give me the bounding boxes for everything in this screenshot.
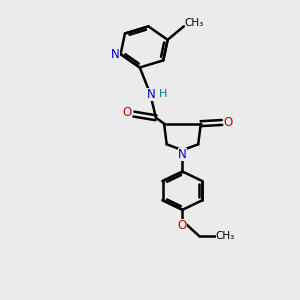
Text: CH₃: CH₃: [215, 231, 235, 241]
Text: CH₃: CH₃: [184, 18, 204, 28]
Text: O: O: [178, 219, 187, 232]
Text: N: N: [147, 88, 156, 101]
Text: H: H: [159, 89, 167, 100]
Text: O: O: [224, 116, 233, 129]
Text: O: O: [123, 106, 132, 119]
Text: N: N: [111, 48, 120, 61]
Text: N: N: [178, 148, 187, 161]
